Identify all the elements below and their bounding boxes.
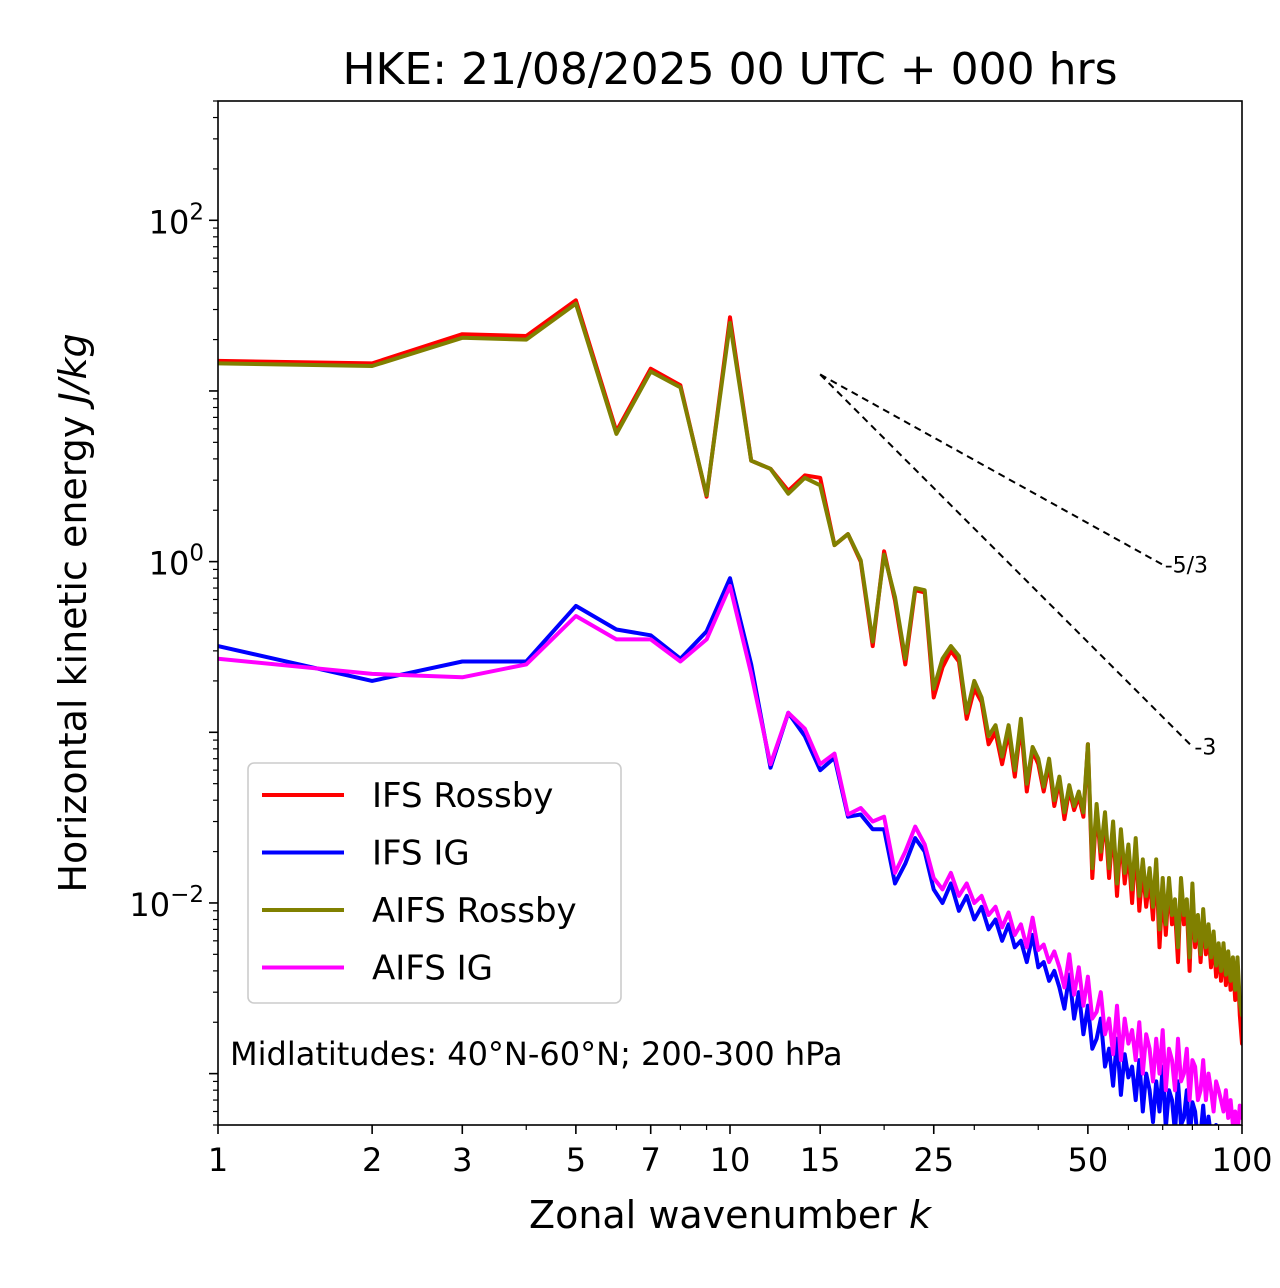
x-axis-label-var: k [909, 1193, 933, 1237]
series-line-aifs-ig [218, 584, 1242, 1125]
x-tick-label: 2 [362, 1141, 382, 1179]
x-tick-label: 25 [913, 1141, 954, 1179]
y-axis-label: Horizontal kinetic energy J/kg [51, 333, 95, 892]
region-annotation: Midlatitudes: 40°N-60°N; 200-300 hPa [230, 1035, 843, 1073]
x-tick-label: 1 [208, 1141, 228, 1179]
legend-label-aifs-ig: AIFS IG [372, 949, 493, 989]
x-axis-label: Zonal wavenumber k [529, 1193, 933, 1237]
series-line-aifs-rossby [218, 301, 1242, 1018]
y-tick-label: 100 [149, 541, 204, 583]
x-axis-ticks: 1 2 3 5 7 10 15 25 50 100 [208, 1125, 1273, 1179]
x-tick-label: 7 [641, 1141, 661, 1179]
x-axis-label-text: Zonal wavenumber [529, 1193, 909, 1237]
x-tick-label: 10 [710, 1141, 751, 1179]
x-tick-label: 5 [566, 1141, 586, 1179]
series-line-ifs-ig [218, 576, 1219, 1125]
legend-label-ifs-ig: IFS IG [372, 834, 470, 874]
legend-label-aifs-rossby: AIFS Rossby [372, 891, 577, 931]
legend-label-ifs-rossby: IFS Rossby [372, 776, 553, 816]
reference-slope-label-1: -3 [1194, 736, 1216, 761]
y-tick-label: 10−2 [129, 882, 204, 924]
x-tick-label: 100 [1211, 1141, 1272, 1179]
y-axis-label-text: Horizontal kinetic energy [51, 404, 95, 893]
chart-title: HKE: 21/08/2025 00 UTC + 000 hrs [342, 44, 1117, 95]
x-tick-label: 50 [1068, 1141, 1109, 1179]
reference-slope-line-1 [819, 373, 1194, 748]
y-axis-label-unit: J/kg [51, 333, 95, 410]
legend: IFS Rossby IFS IG AIFS Rossby AIFS IG [247, 762, 622, 1004]
reference-slope-line-0 [819, 373, 1164, 566]
y-tick-label: 102 [149, 199, 204, 241]
series-layer [218, 298, 1242, 1125]
x-tick-label: 3 [452, 1141, 472, 1179]
x-tick-label: 15 [800, 1141, 841, 1179]
reference-slope-label-0: -5/3 [1165, 554, 1208, 579]
reference-slope-layer: -5/3 -3 [819, 373, 1216, 761]
legend-box [247, 762, 622, 1004]
y-axis-ticks: 102 100 10−2 [129, 100, 218, 1126]
